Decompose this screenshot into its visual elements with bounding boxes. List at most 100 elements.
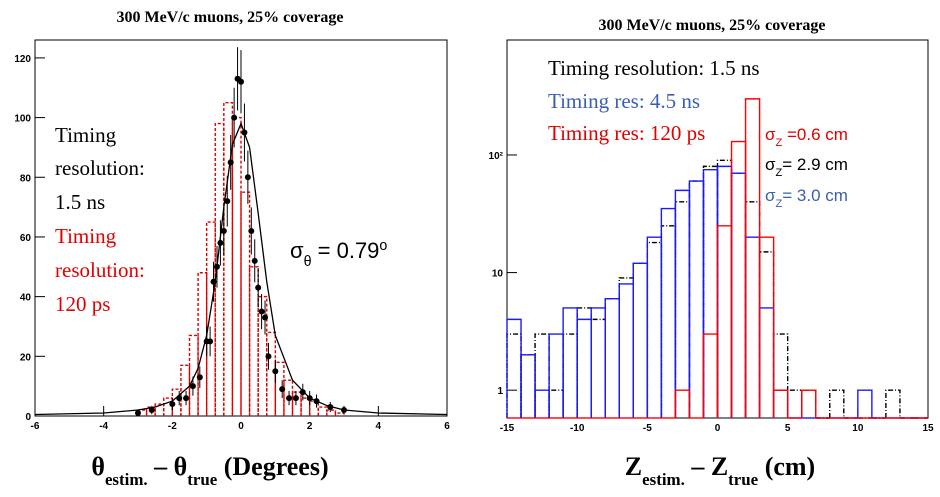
histogram-bin (223, 101, 234, 416)
data-point (210, 278, 217, 285)
histogram-bin (576, 318, 592, 418)
histogram-bin (291, 391, 302, 416)
x-axis-label: Zestim. – Ztrue (cm) (625, 452, 815, 489)
histogram-bin (548, 389, 564, 418)
data-point (224, 198, 231, 205)
annotation: Timing res: 4.5 ns (548, 89, 700, 113)
y-tick-label: 10 (492, 269, 504, 280)
x-axis-label-part: – θ (148, 452, 188, 481)
histogram-bin (590, 307, 606, 418)
histogram-bin (674, 201, 691, 418)
histogram-bin (646, 241, 663, 418)
histogram-bin (702, 168, 719, 418)
data-point (196, 374, 203, 381)
sigma-annotation-part: σ (765, 125, 776, 144)
histogram-bin (716, 159, 733, 418)
data-point (251, 257, 258, 264)
data-point (279, 386, 286, 393)
histogram-bin (205, 221, 216, 416)
x-tick-label: -15 (500, 423, 515, 434)
x-axis-label-part: (Degrees) (217, 452, 328, 481)
sigma-annotation-part: θ (304, 254, 312, 270)
histogram-bin (520, 354, 536, 418)
histogram-bin (660, 207, 677, 418)
data-point (327, 404, 334, 411)
histogram-bin (632, 262, 649, 418)
histogram-bin (646, 236, 663, 418)
histogram-bin (562, 333, 578, 418)
histogram-bin (562, 307, 578, 418)
data-point (217, 239, 224, 246)
x-tick-label: 10 (852, 423, 864, 434)
x-tick-label: -10 (570, 423, 585, 434)
sigma-annotation-part: Z (776, 198, 783, 210)
x-tick-label: 15 (922, 423, 934, 434)
x-tick-label: 4 (376, 421, 382, 432)
histogram-bin (590, 318, 606, 418)
histogram-bin (163, 397, 174, 416)
data-point (169, 401, 176, 408)
histogram-bin (632, 262, 649, 418)
data-point (262, 314, 269, 321)
sigma-annotation-part: σ (765, 186, 776, 205)
x-axis-label: θestim. – θtrue (Degrees) (91, 452, 328, 489)
histogram-bin (300, 397, 311, 416)
sigma-annotation-part: =0.6 cm (782, 125, 848, 144)
histogram-bin (744, 201, 761, 418)
y-tick-label: 40 (20, 293, 32, 304)
x-tick-label: 0 (238, 421, 244, 432)
histogram-bin (548, 333, 564, 418)
data-point (286, 395, 293, 402)
histogram-bin (506, 333, 522, 418)
histogram-bin (618, 277, 634, 418)
annotation: Timing resolution: 1.5 ns (548, 56, 760, 80)
data-point (148, 407, 155, 414)
histogram-bin (171, 388, 182, 416)
x-axis-label-part: estim. (105, 470, 148, 489)
annotation: resolution: (55, 156, 145, 180)
histogram-bin (520, 354, 536, 418)
y-tick-label: 1 (497, 386, 503, 397)
histogram-bin (674, 189, 691, 418)
histogram-bin (660, 225, 677, 418)
data-point (255, 284, 262, 291)
data-point (176, 395, 183, 402)
sigma-annotation-part: σ (765, 155, 776, 174)
x-axis-label-part: – Z (685, 452, 728, 481)
data-point (341, 407, 347, 414)
histogram-bin (334, 412, 345, 416)
data-point (241, 129, 248, 136)
histogram-bin (730, 140, 747, 418)
data-point (265, 353, 272, 360)
x-tick-label: 2 (307, 421, 313, 432)
histogram-bin (772, 389, 789, 418)
data-point (227, 159, 234, 166)
y-tick-label: 10² (489, 151, 504, 162)
histogram-bin (145, 406, 156, 416)
sigma-annotation-part: = 3.0 cm (782, 186, 848, 205)
x-axis-label-part: θ (91, 452, 105, 481)
data-point (244, 174, 251, 181)
histogram-bin (326, 409, 337, 416)
data-point (220, 227, 227, 234)
chart-panel: 300 MeV/c muons, 25% coverage-6 -4 -2 0 2 4 60… (14, 9, 450, 489)
chart-panel: 300 MeV/c muons, 25% coverage -15 -10 -5 0 5 1… (489, 17, 934, 489)
y-tick-label: 100 (14, 114, 31, 125)
sigma-annotation-part: o (379, 238, 387, 254)
y-tick-label: 60 (20, 233, 32, 244)
data-point (248, 227, 255, 234)
annotation: 120 ps (55, 292, 110, 316)
chart-title: 300 MeV/c muons, 25% coverage (116, 9, 343, 26)
histogram-bin (231, 116, 242, 416)
sigma-annotation-part: = 2.9 cm (782, 155, 848, 174)
x-tick-label: -4 (99, 421, 108, 432)
x-axis-label-part: true (728, 470, 759, 489)
histogram-bin (716, 165, 733, 418)
histogram-bin (688, 180, 705, 418)
sigma-annotation: σZ= 2.9 cm (765, 155, 848, 179)
data-point (292, 395, 299, 402)
data-point (135, 410, 141, 417)
sigma-annotation-part: = 0.79 (312, 238, 380, 263)
histogram-bin (772, 333, 789, 418)
annotation: Timing (55, 123, 117, 147)
